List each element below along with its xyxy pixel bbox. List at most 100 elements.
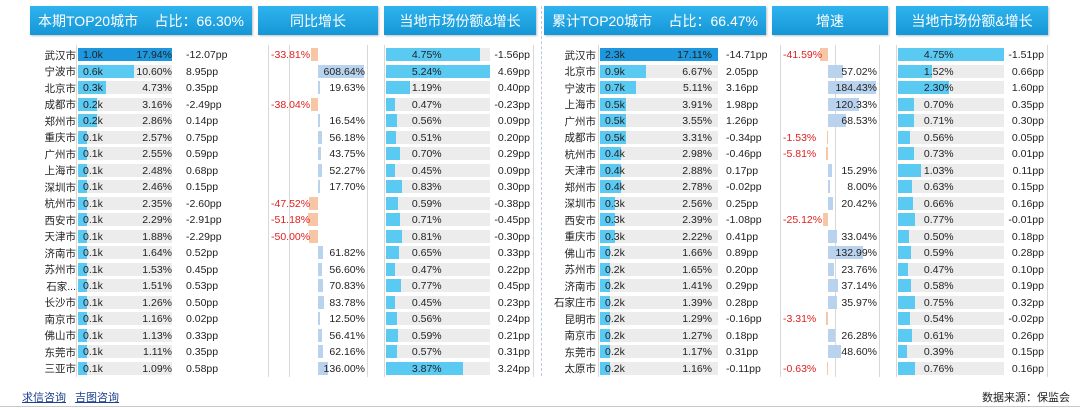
table-row: 佛山市 0.2k 1.66% 0.89pp 132.99% 0.59% 0.28pp	[0, 245, 1080, 262]
pp-change: 1.26pp	[726, 115, 759, 128]
right-title: 累计TOP20城市	[552, 12, 653, 29]
share-bar	[386, 147, 400, 160]
value-bar-bg	[78, 312, 172, 325]
value-bar-bg	[78, 97, 172, 111]
table-row: 深圳市 0.3k 2.56% 0.25pp 20.42% 0.66% 0.16pp	[0, 196, 1080, 213]
share-bar-bg	[386, 262, 490, 276]
value-bar-bg	[600, 328, 718, 342]
yoy-pos-bar	[318, 114, 320, 127]
pp-change: 0.53pp	[186, 280, 219, 293]
city-label: 武汉市	[44, 49, 77, 62]
share-value: 0.56%	[923, 131, 954, 144]
share-bar	[898, 229, 910, 243]
yoy-pos-bar	[318, 81, 320, 94]
pp-change: -1.08pp	[726, 214, 762, 227]
right-market-header: 当地市场份额&增长	[896, 6, 1048, 35]
share-growth: 0.35pp	[1011, 98, 1044, 111]
share-bar-bg	[898, 114, 1004, 127]
yoy-neg-bar	[308, 213, 318, 226]
share-bar	[898, 97, 914, 111]
city-label: 武汉市	[564, 49, 597, 62]
value-bar-bg	[600, 361, 718, 375]
pp-change: -2.91pp	[186, 214, 222, 227]
share-bar	[386, 328, 398, 342]
value-label: 0.2k	[83, 115, 103, 128]
value-label: 0.7k	[605, 82, 625, 95]
share-bar-bg	[898, 147, 1004, 160]
yoy-value: 136.00%	[323, 362, 365, 375]
value-label: 0.1k	[83, 230, 103, 243]
value-bar	[600, 147, 621, 160]
city-label: 广州市	[44, 148, 77, 161]
share-pct: 1.41%	[682, 280, 712, 293]
city-label: 天津市	[44, 231, 77, 244]
center-divider	[541, 6, 542, 376]
yoy-pos-bar	[828, 246, 863, 259]
city-label: 长沙市	[44, 297, 77, 310]
yoy-value: 43.75%	[329, 148, 365, 161]
share-bar-bg	[898, 262, 1004, 276]
share-bar-bg	[386, 163, 490, 177]
share-pct: 1.13%	[142, 329, 172, 342]
yoy-value: -1.53%	[783, 131, 817, 144]
share-value: 0.59%	[923, 247, 954, 260]
right-share: 占比：66.47%	[668, 12, 758, 29]
share-value: 0.54%	[923, 313, 954, 326]
value-label: 0.2k	[605, 247, 625, 260]
table-row: 上海市 0.1k 2.48% 0.68pp 52.27% 0.45% 0.09pp	[0, 163, 1080, 180]
share-pct: 2.98%	[682, 148, 712, 161]
pp-change: 0.31pp	[726, 346, 759, 359]
value-bar	[600, 213, 616, 226]
yoy-pos-bar	[828, 180, 831, 193]
share-value: 0.66%	[923, 197, 954, 210]
share-bar	[898, 130, 911, 144]
table-row: 杭州市 0.4k 2.98% -0.46pp -5.81% 0.73% 0.01pp	[0, 146, 1080, 163]
share-pct: 6.67%	[682, 65, 712, 78]
share-bar-bg	[898, 345, 1004, 358]
share-value: 0.77%	[923, 214, 954, 227]
yoy-value: -25.12%	[783, 214, 823, 227]
value-label: 0.2k	[605, 362, 625, 375]
pp-change: -2.29pp	[186, 230, 222, 243]
city-label: 郑州市	[564, 181, 597, 194]
yoy-pos-bar	[828, 229, 837, 243]
value-bar-bg	[600, 262, 718, 276]
share-pct: 17.11%	[677, 49, 712, 62]
pp-change: 3.16pp	[726, 82, 759, 95]
value-bar	[78, 279, 88, 292]
table-row: 深圳市 0.1k 2.46% 0.15pp 17.70% 0.83% 0.30pp	[0, 179, 1080, 196]
share-pct: 2.78%	[682, 181, 712, 194]
yoy-neg-bar	[308, 229, 318, 243]
yoy-value: 12.50%	[329, 313, 365, 326]
value-label: 0.5k	[605, 131, 625, 144]
share-pct: 1.27%	[682, 329, 712, 342]
share-pct: 1.53%	[142, 263, 172, 276]
value-bar-bg	[78, 163, 172, 177]
table-row: 重庆市 0.1k 2.57% 0.75pp 56.18% 0.51% 0.20pp	[0, 130, 1080, 147]
yoy-value: 56.41%	[329, 329, 365, 342]
share-bar	[898, 64, 932, 78]
city-label: 上海市	[44, 165, 77, 178]
share-bar	[898, 81, 950, 94]
pp-change: 0.35pp	[186, 82, 219, 95]
share-growth: -1.51pp	[1008, 49, 1044, 62]
value-bar-bg	[78, 180, 172, 193]
value-bar-bg	[600, 213, 718, 226]
yoy-pos-bar	[318, 147, 322, 160]
share-bar-bg	[898, 196, 1004, 210]
footer-link-qiuxin[interactable]: 求信咨询	[22, 392, 66, 404]
yoy-value: 62.16%	[329, 346, 365, 359]
yoy-pos-bar	[318, 163, 322, 177]
share-value: 0.59%	[411, 329, 442, 342]
footer-link-jitu[interactable]: 吉图咨询	[75, 392, 120, 404]
value-bar-bg	[78, 229, 172, 243]
share-growth: 0.20pp	[497, 131, 530, 144]
table-row: 济南市 0.1k 1.64% 0.52pp 61.82% 0.65% 0.33pp	[0, 245, 1080, 262]
value-label: 0.1k	[83, 263, 103, 276]
share-pct: 1.16%	[682, 362, 712, 375]
share-bar	[386, 180, 403, 193]
yoy-pos-bar	[828, 295, 838, 309]
share-pct: 2.46%	[142, 181, 172, 194]
share-growth: 0.10pp	[1011, 263, 1044, 276]
yoy-neg-bar	[822, 213, 828, 226]
